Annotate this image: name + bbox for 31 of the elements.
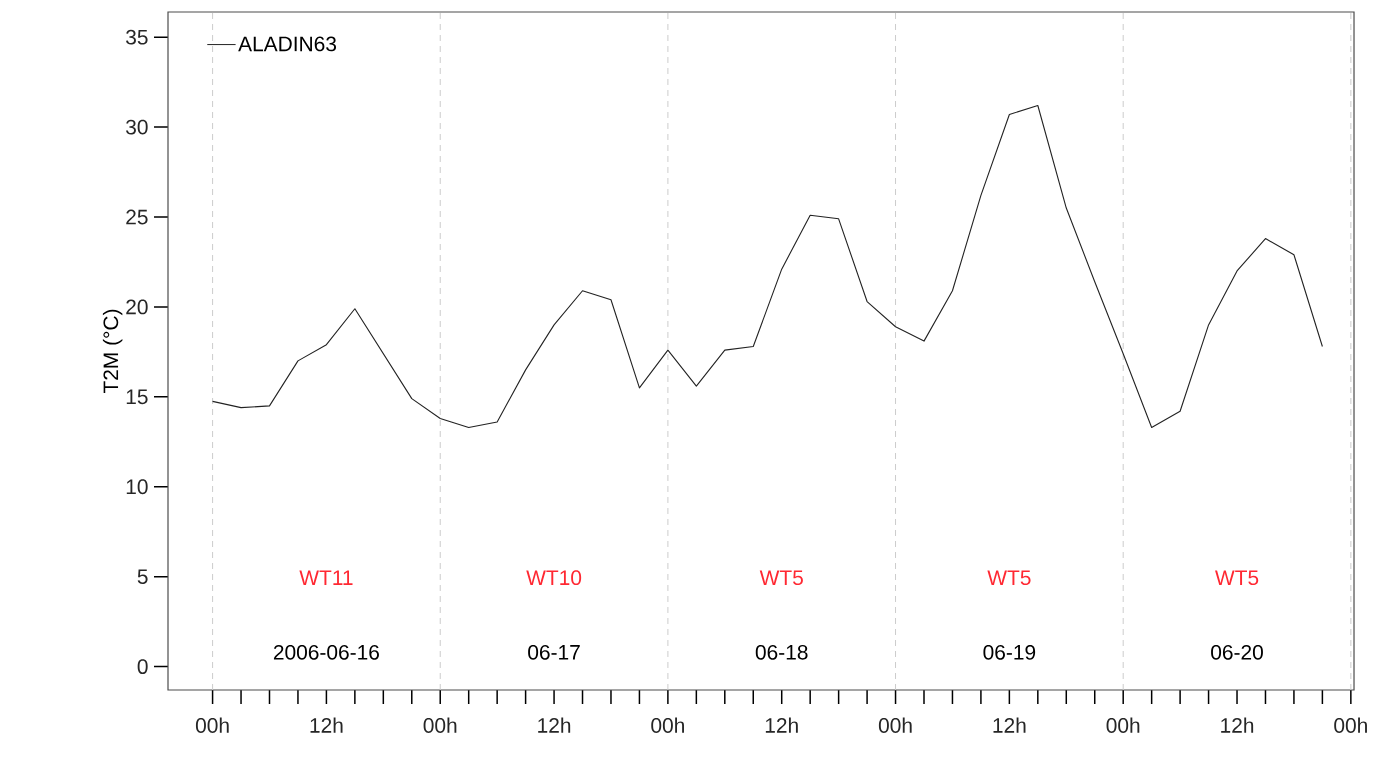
- y-tick-label: 10: [126, 479, 148, 495]
- annotation: 06-19: [983, 644, 1036, 660]
- x-tick-label: 12h: [1221, 717, 1254, 733]
- x-tick-label: 00h: [878, 717, 912, 733]
- y-tick-label: 5: [137, 569, 148, 584]
- x-tick-label: 12h: [993, 717, 1026, 733]
- x-tick-label: 12h: [765, 717, 798, 733]
- annotation: WT5: [987, 570, 1031, 586]
- annotation: 06-17: [528, 644, 580, 660]
- annotation: 06-20: [1211, 644, 1263, 660]
- annotation: 2006-06-16: [273, 644, 379, 660]
- y-axis-title: T2M (°C): [102, 309, 123, 394]
- annotation: WT5: [1215, 570, 1259, 586]
- x-tick-label: 00h: [1334, 717, 1367, 733]
- x-tick-label: 00h: [423, 717, 457, 733]
- x-tick-label: 00h: [195, 717, 229, 733]
- x-tick-label: 00h: [1106, 717, 1140, 733]
- annotation: WT10: [526, 570, 582, 586]
- y-tick-label: 35: [126, 29, 148, 45]
- annotation: WT5: [759, 570, 803, 586]
- y-tick-label: 25: [126, 209, 148, 225]
- x-tick-label: 12h: [310, 717, 343, 733]
- x-tick-label: 00h: [651, 717, 684, 733]
- x-tick-label: 12h: [538, 717, 571, 733]
- y-tick-label: 0: [137, 659, 148, 675]
- y-tick-label: 30: [126, 119, 148, 135]
- annotation: 06-18: [755, 644, 808, 660]
- legend-label: ALADIN63: [238, 36, 337, 52]
- y-tick-label: 15: [126, 389, 148, 405]
- y-tick-label: 20: [126, 299, 148, 315]
- annotation: WT11: [299, 570, 353, 585]
